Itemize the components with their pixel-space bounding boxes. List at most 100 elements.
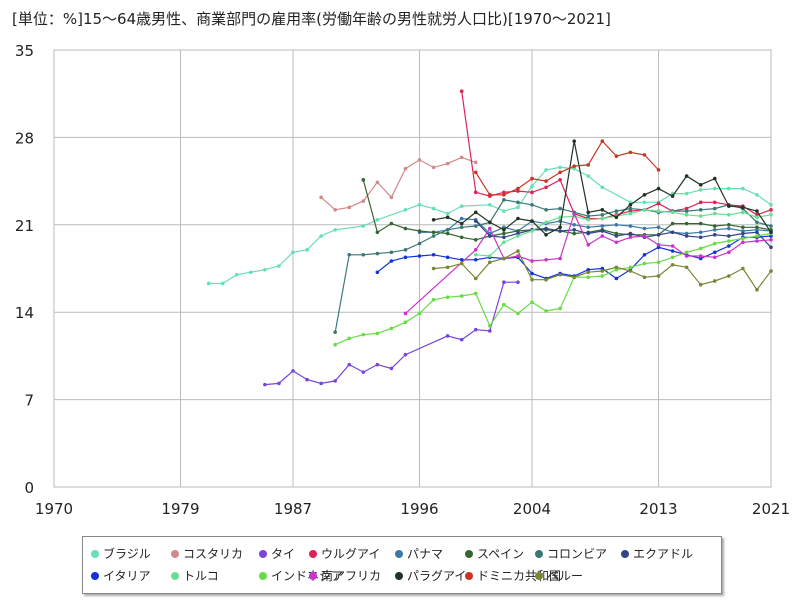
data-point xyxy=(572,211,576,216)
grid-lines xyxy=(53,49,772,488)
legend-marker xyxy=(171,549,179,558)
data-point xyxy=(459,235,464,240)
series-line xyxy=(475,209,772,257)
legend-marker xyxy=(309,571,317,580)
data-point xyxy=(431,165,436,170)
data-point xyxy=(347,362,352,367)
data-point xyxy=(712,176,717,181)
data-point xyxy=(445,255,450,260)
data-point xyxy=(558,170,562,175)
data-point xyxy=(755,213,759,217)
data-point xyxy=(558,272,562,277)
data-point xyxy=(473,291,478,296)
data-point xyxy=(459,216,464,221)
data-point xyxy=(600,274,605,278)
legend-item: インドネシア xyxy=(259,567,343,584)
y-tick-label: 14 xyxy=(15,304,34,322)
data-point xyxy=(741,186,745,191)
data-point xyxy=(698,235,703,240)
legend-marker xyxy=(535,549,543,558)
data-point xyxy=(628,224,633,228)
legend-item: パナマ xyxy=(395,545,443,562)
data-point xyxy=(614,265,619,270)
data-point xyxy=(769,203,773,207)
data-point xyxy=(755,209,759,213)
data-point xyxy=(473,257,478,262)
data-point xyxy=(403,226,408,231)
data-point xyxy=(544,309,548,313)
data-point xyxy=(403,166,408,171)
data-point xyxy=(403,320,408,324)
data-point xyxy=(502,193,506,197)
data-point xyxy=(445,334,450,338)
data-point xyxy=(403,247,408,252)
data-point xyxy=(558,206,562,211)
data-point xyxy=(488,193,492,197)
legend-item: 南アフリカ xyxy=(309,567,381,584)
data-point xyxy=(727,274,731,278)
legend-marker xyxy=(395,549,403,558)
data-point xyxy=(628,231,633,236)
data-point xyxy=(642,153,647,157)
data-point xyxy=(614,276,619,281)
data-point xyxy=(656,186,661,191)
data-point xyxy=(333,208,337,212)
data-point xyxy=(361,370,366,374)
data-point xyxy=(586,275,591,280)
data-point xyxy=(614,240,619,245)
data-point xyxy=(305,247,309,252)
data-point xyxy=(698,200,703,205)
legend-marker xyxy=(621,549,629,558)
data-point xyxy=(642,261,647,266)
data-point xyxy=(375,218,380,222)
data-point xyxy=(502,256,506,261)
data-point xyxy=(389,195,394,200)
data-point xyxy=(628,265,633,270)
data-point xyxy=(727,226,731,231)
data-point xyxy=(488,220,492,225)
data-point xyxy=(234,272,239,277)
data-point xyxy=(670,249,675,253)
data-point xyxy=(642,200,647,205)
data-point xyxy=(431,206,436,211)
data-point xyxy=(502,280,506,285)
data-point xyxy=(712,227,717,232)
data-point xyxy=(727,213,731,217)
data-point xyxy=(698,183,703,187)
data-point xyxy=(769,230,773,235)
data-point xyxy=(755,220,759,225)
data-point xyxy=(417,241,422,246)
data-point xyxy=(263,267,267,272)
data-point xyxy=(712,232,717,237)
data-point xyxy=(347,205,352,210)
data-point xyxy=(684,265,689,270)
data-point xyxy=(403,311,408,316)
data-point xyxy=(333,227,337,232)
series-14 xyxy=(431,249,773,292)
data-point xyxy=(530,219,534,223)
data-point xyxy=(431,266,436,271)
series-0 xyxy=(206,165,773,286)
data-point xyxy=(403,255,408,260)
data-point xyxy=(727,186,731,191)
data-point xyxy=(684,231,689,236)
data-point xyxy=(445,215,450,220)
series-7 xyxy=(473,219,773,250)
data-point xyxy=(516,254,520,258)
data-point xyxy=(502,227,506,232)
legend-marker xyxy=(259,549,267,558)
data-point xyxy=(375,230,380,235)
data-point xyxy=(473,160,478,165)
data-point xyxy=(600,139,605,143)
data-point xyxy=(375,251,380,256)
data-point xyxy=(684,174,689,178)
data-point xyxy=(769,213,773,217)
data-point xyxy=(698,246,703,251)
data-point xyxy=(741,205,745,210)
series-line xyxy=(419,217,772,235)
data-point xyxy=(684,234,689,238)
data-point xyxy=(319,381,323,386)
legend-item: ブラジル xyxy=(91,545,151,562)
data-point xyxy=(417,229,422,233)
data-point xyxy=(614,231,619,236)
